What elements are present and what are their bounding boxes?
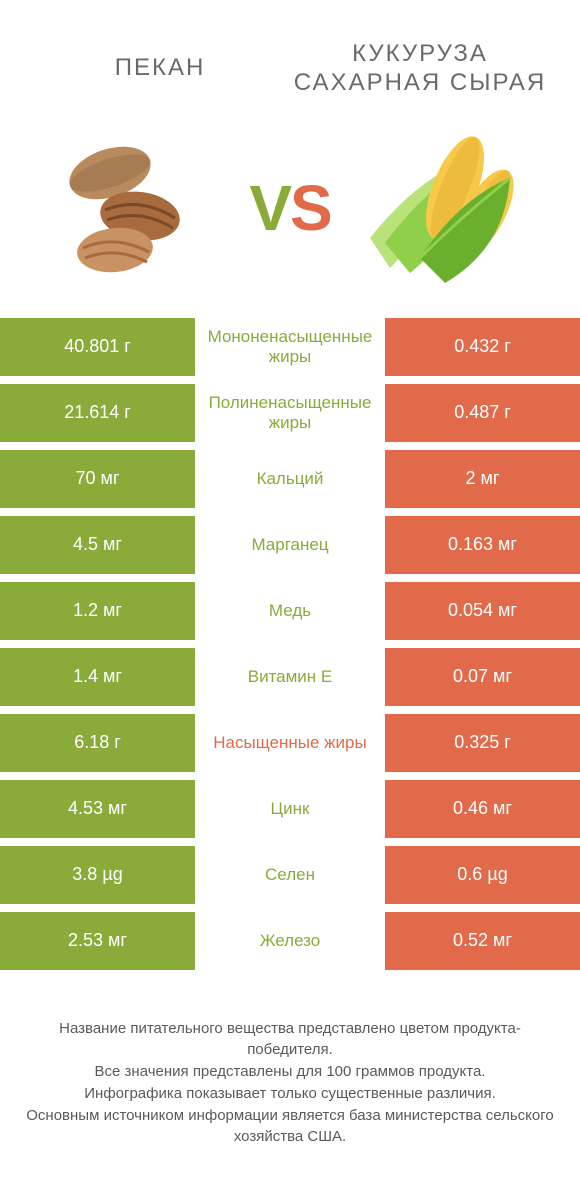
nutrient-label: Медь bbox=[195, 582, 385, 640]
value-left: 40.801 г bbox=[0, 318, 195, 376]
table-row: 6.18 гНасыщенные жиры0.325 г bbox=[0, 714, 580, 772]
table-row: 4.5 мгМарганец0.163 мг bbox=[0, 516, 580, 574]
value-right: 0.054 мг bbox=[385, 582, 580, 640]
infographic: ПЕКАН КУКУРУЗА САХАРНАЯ СЫРАЯ VS bbox=[0, 0, 580, 1204]
value-right: 0.07 мг bbox=[385, 648, 580, 706]
vs-row: VS bbox=[0, 118, 580, 318]
header-left: ПЕКАН bbox=[30, 54, 290, 83]
table-row: 2.53 мгЖелезо0.52 мг bbox=[0, 912, 580, 970]
nutrient-label: Железо bbox=[195, 912, 385, 970]
table-row: 40.801 гМононенасыщенные жиры0.432 г bbox=[0, 318, 580, 376]
corn-icon bbox=[360, 128, 530, 288]
nutrient-label: Марганец bbox=[195, 516, 385, 574]
table-row: 1.2 мгМедь0.054 мг bbox=[0, 582, 580, 640]
corn-illustration bbox=[341, 128, 550, 288]
value-right: 0.325 г bbox=[385, 714, 580, 772]
footer-line-1: Название питательного вещества представл… bbox=[24, 1018, 556, 1062]
vs-s: S bbox=[290, 172, 331, 244]
table-row: 1.4 мгВитамин E0.07 мг bbox=[0, 648, 580, 706]
value-left: 70 мг bbox=[0, 450, 195, 508]
value-right: 2 мг bbox=[385, 450, 580, 508]
nutrient-label: Витамин E bbox=[195, 648, 385, 706]
value-right: 0.163 мг bbox=[385, 516, 580, 574]
value-left: 1.4 мг bbox=[0, 648, 195, 706]
value-left: 4.5 мг bbox=[0, 516, 195, 574]
header-right: КУКУРУЗА САХАРНАЯ СЫРАЯ bbox=[290, 40, 550, 98]
value-right: 0.46 мг bbox=[385, 780, 580, 838]
footer-notes: Название питательного вещества представл… bbox=[0, 988, 580, 1149]
title-left: ПЕКАН bbox=[30, 54, 290, 83]
value-left: 3.8 µg bbox=[0, 846, 195, 904]
title-right: КУКУРУЗА САХАРНАЯ СЫРАЯ bbox=[290, 40, 550, 98]
table-row: 70 мгКальций2 мг bbox=[0, 450, 580, 508]
nutrient-label: Насыщенные жиры bbox=[195, 714, 385, 772]
table-row: 21.614 гПолиненасыщенные жиры0.487 г bbox=[0, 384, 580, 442]
nutrient-label: Цинк bbox=[195, 780, 385, 838]
vs-v: V bbox=[249, 172, 290, 244]
value-right: 0.487 г bbox=[385, 384, 580, 442]
nutrient-label: Кальций bbox=[195, 450, 385, 508]
pecan-icon bbox=[55, 138, 215, 278]
nutrient-label: Мононенасыщенные жиры bbox=[195, 318, 385, 376]
comparison-table: 40.801 гМононенасыщенные жиры0.432 г 21.6… bbox=[0, 318, 580, 988]
value-right: 0.6 µg bbox=[385, 846, 580, 904]
pecan-illustration bbox=[30, 128, 239, 288]
table-row: 3.8 µgСелен0.6 µg bbox=[0, 846, 580, 904]
nutrient-label: Полиненасыщенные жиры bbox=[195, 384, 385, 442]
header-row: ПЕКАН КУКУРУЗА САХАРНАЯ СЫРАЯ bbox=[0, 0, 580, 118]
nutrient-label: Селен bbox=[195, 846, 385, 904]
value-left: 1.2 мг bbox=[0, 582, 195, 640]
value-right: 0.432 г bbox=[385, 318, 580, 376]
value-left: 2.53 мг bbox=[0, 912, 195, 970]
table-row: 4.53 мгЦинк0.46 мг bbox=[0, 780, 580, 838]
value-left: 4.53 мг bbox=[0, 780, 195, 838]
footer-line-2: Все значения представлены для 100 граммо… bbox=[24, 1061, 556, 1083]
value-left: 6.18 г bbox=[0, 714, 195, 772]
footer-line-4: Основным источником информации является … bbox=[24, 1105, 556, 1149]
value-left: 21.614 г bbox=[0, 384, 195, 442]
value-right: 0.52 мг bbox=[385, 912, 580, 970]
vs-label: VS bbox=[239, 171, 340, 245]
footer-line-3: Инфографика показывает только существенн… bbox=[24, 1083, 556, 1105]
